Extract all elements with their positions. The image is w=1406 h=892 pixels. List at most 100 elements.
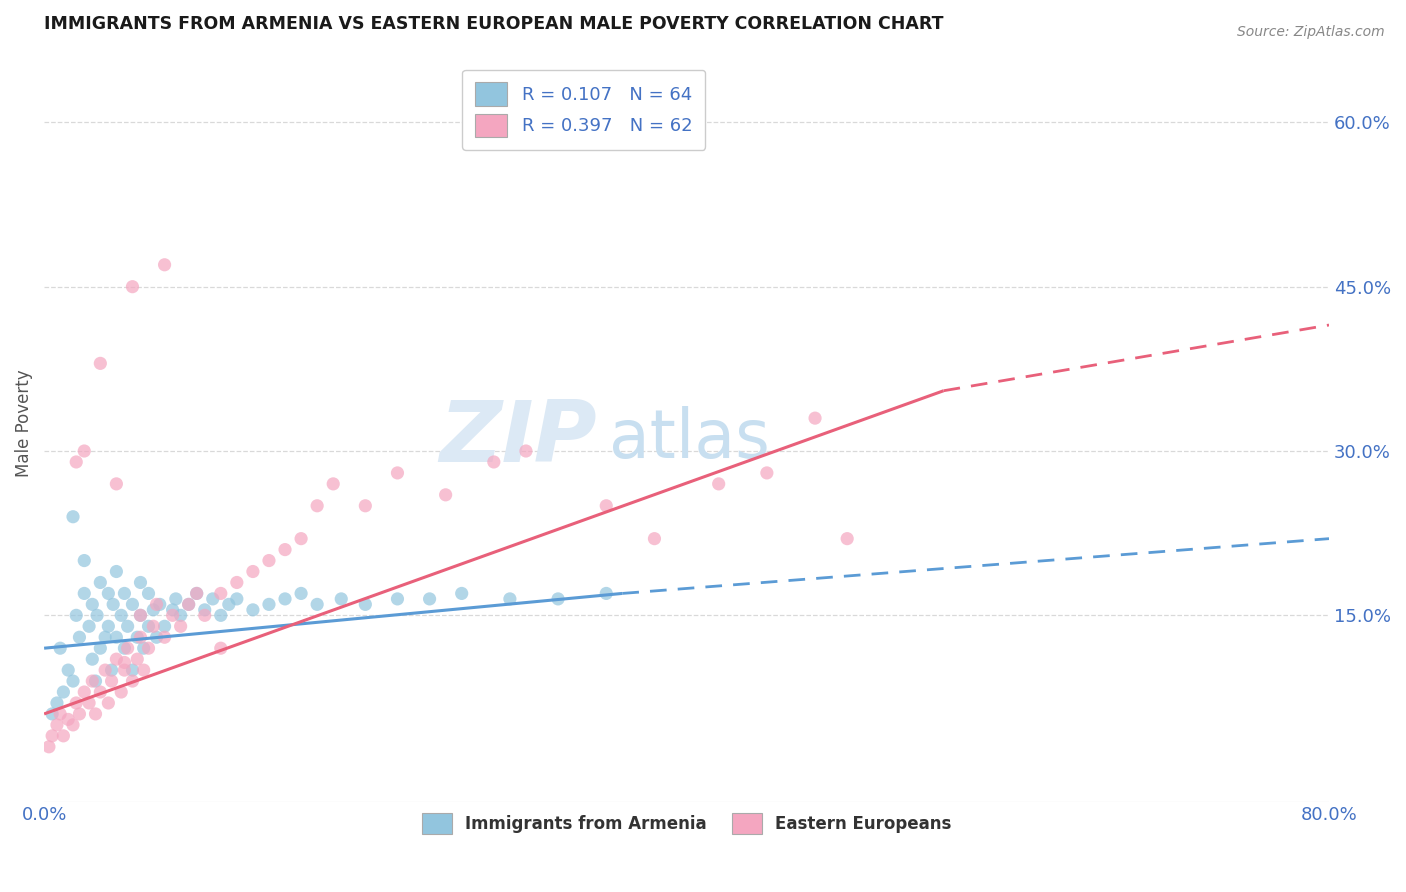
Point (129, 575, 152, 590)
Point (100, 674, 122, 689)
Point (46, 718, 69, 732)
Legend: Immigrants from Armenia, Eastern Europeans: Immigrants from Armenia, Eastern Europea… (411, 801, 963, 847)
Point (73, 553, 96, 567)
Point (165, 591, 187, 606)
Point (65, 608, 87, 623)
Point (290, 586, 312, 600)
Point (209, 608, 232, 623)
Point (209, 641, 232, 656)
Point (121, 598, 143, 612)
Point (707, 476, 730, 491)
Point (201, 591, 224, 606)
Point (142, 603, 165, 617)
Point (387, 466, 409, 480)
Point (145, 598, 167, 612)
Point (89, 641, 111, 656)
Point (242, 565, 264, 579)
Point (52, 685, 75, 699)
Point (65, 455, 87, 469)
Point (354, 499, 377, 513)
Point (127, 630, 149, 644)
Point (58, 713, 80, 727)
Point (82, 598, 104, 612)
Point (595, 499, 617, 513)
Point (129, 608, 152, 623)
Point (186, 586, 208, 600)
Point (499, 591, 522, 606)
Point (138, 586, 160, 600)
Point (77, 619, 100, 633)
Point (804, 411, 827, 425)
Y-axis label: Male Poverty: Male Poverty (15, 370, 32, 477)
Point (837, 532, 859, 546)
Point (162, 603, 184, 617)
Point (94, 663, 117, 677)
Point (169, 619, 191, 633)
Text: atlas: atlas (609, 406, 770, 472)
Point (49, 706, 72, 721)
Point (138, 619, 160, 633)
Point (86, 608, 108, 623)
Point (643, 532, 665, 546)
Point (49, 641, 72, 656)
Point (138, 641, 160, 656)
Point (145, 630, 167, 644)
Point (73, 685, 96, 699)
Point (169, 608, 191, 623)
Point (89, 356, 111, 370)
Point (110, 685, 132, 699)
Point (354, 598, 377, 612)
Point (225, 575, 247, 590)
Point (89, 575, 111, 590)
Point (112, 663, 135, 677)
Point (225, 591, 247, 606)
Point (101, 598, 124, 612)
Point (162, 608, 184, 623)
Point (127, 652, 149, 666)
Point (121, 279, 143, 293)
Point (69, 706, 91, 721)
Point (307, 499, 329, 513)
Point (450, 586, 472, 600)
Point (97, 696, 120, 710)
Point (38, 739, 60, 754)
Point (62, 674, 84, 689)
Point (105, 630, 128, 644)
Point (177, 598, 200, 612)
Point (97, 619, 120, 633)
Point (330, 591, 353, 606)
Point (82, 674, 104, 689)
Point (387, 591, 409, 606)
Point (121, 663, 143, 677)
Point (82, 652, 104, 666)
Point (73, 586, 96, 600)
Point (62, 509, 84, 524)
Point (290, 532, 312, 546)
Point (218, 598, 240, 612)
Point (149, 598, 172, 612)
Point (257, 553, 280, 567)
Point (257, 598, 280, 612)
Point (129, 630, 152, 644)
Point (84, 706, 107, 721)
Point (94, 630, 117, 644)
Point (209, 586, 232, 600)
Point (58, 663, 80, 677)
Point (110, 608, 132, 623)
Point (274, 542, 297, 557)
Point (153, 630, 176, 644)
Point (482, 455, 505, 469)
Point (77, 696, 100, 710)
Point (153, 258, 176, 272)
Point (112, 586, 135, 600)
Point (105, 565, 128, 579)
Point (194, 603, 217, 617)
Point (129, 608, 152, 623)
Point (65, 696, 87, 710)
Text: Source: ZipAtlas.com: Source: ZipAtlas.com (1237, 25, 1385, 39)
Point (132, 641, 155, 656)
Point (595, 586, 617, 600)
Text: ZIP: ZIP (439, 397, 596, 480)
Point (132, 663, 155, 677)
Point (194, 608, 217, 623)
